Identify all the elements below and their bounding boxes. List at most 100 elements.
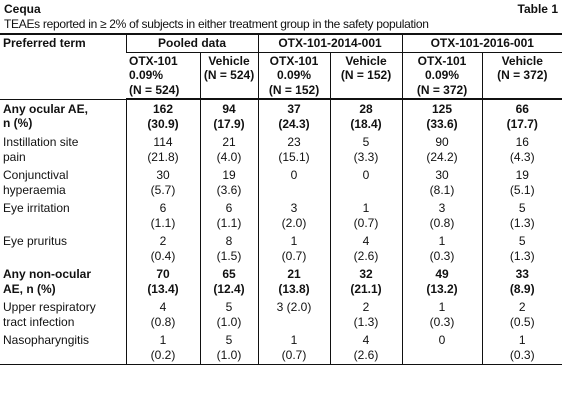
cell-line: 16 [515, 135, 529, 149]
value-cell: 8 (1.5) [199, 232, 259, 265]
data-row: Conjunctival hyperaemia 30 (5.7) 19 (3.6) 0 0 30… [0, 166, 562, 199]
cell-line: (1.5) [216, 248, 242, 263]
cell-line: OTX-101 [129, 53, 178, 68]
cell-line: (0.7) [353, 215, 379, 230]
cell-line: (4.0) [216, 149, 242, 164]
cell-line: 21 [222, 135, 236, 149]
value-cell: 5 (3.3) [329, 133, 403, 166]
value-cell: 0 [329, 166, 403, 199]
cell-line: (0.8) [429, 215, 455, 230]
value-cell: 1 (0.7) [329, 199, 403, 232]
value-cell: 4 (2.6) [329, 232, 403, 265]
cell-line: 23 [287, 135, 301, 149]
cell-line: (30.9) [147, 116, 179, 131]
value-cell: 19 (5.1) [481, 166, 562, 199]
cell-line: (1.3) [509, 215, 535, 230]
term-cell: Any non-ocular AE, n (%) [0, 265, 126, 298]
table-head: Preferred term Pooled data OTX-101-2014-00… [0, 35, 562, 100]
cell-line: 3 (2.0) [276, 300, 312, 314]
cell-line: (24.2) [426, 149, 458, 164]
cell-line: 0 [290, 168, 298, 182]
cell-line: 5 [518, 234, 526, 248]
cell-line: 28 [359, 102, 373, 116]
cell-line: hyperaemia [3, 182, 66, 197]
data-row: Any non-ocular AE, n (%) 70 (13.4) 65 (12.4) 2… [0, 265, 562, 298]
data-row: Upper respiratory tract infection 4 (0.8) 5(… [0, 298, 562, 331]
cell-line: 125 [432, 102, 453, 116]
cell-line: Eye irritation [3, 201, 70, 215]
cell-line: (3.3) [353, 149, 379, 164]
cell-line: tract infection [3, 314, 75, 329]
value-cell: 1 (0.2) [125, 331, 200, 365]
value-cell: 70 (13.4) [125, 265, 200, 298]
sub-header-cell: OTX-101 0.09% (N = 524) [126, 52, 200, 100]
cell-line: 1 [438, 234, 446, 248]
cell-line: Any ocular AE, [3, 101, 88, 116]
cell-line: 0.09% [129, 68, 164, 82]
cell-line: (0.7) [281, 248, 307, 263]
cell-line: Conjunctival [3, 168, 69, 182]
cell-line: 3 [438, 201, 446, 215]
data-row: Instillation site pain 114 (21.8) 21 (4.0) 23(… [0, 133, 562, 166]
cell-line: Vehicle [501, 53, 543, 68]
cell-line: 4 [362, 333, 370, 347]
sub-header-cell: Vehicle (N = 152) [329, 52, 403, 100]
sub-header-cell: OTX-101 0.09% (N = 372) [401, 52, 483, 100]
cell-line: 3 [290, 201, 298, 215]
cell-line: (8.1) [429, 182, 455, 197]
cell-line: (0.3) [429, 314, 455, 329]
cell-line: 30 [156, 168, 170, 182]
cell-line: (21.1) [350, 281, 382, 296]
value-cell: 5 (1.3) [481, 232, 562, 265]
cell-line: 1 [362, 201, 370, 215]
group-header-cell: Preferred term [0, 35, 126, 100]
term-cell: Any ocular AE, n (%) [0, 99, 126, 133]
value-cell: 162 (30.9) [125, 99, 200, 133]
group-header-row: Preferred term Pooled data OTX-101-2014-00… [0, 35, 562, 100]
cell-line: 1 [438, 300, 446, 314]
value-cell: 3 (2.0) [257, 298, 331, 331]
value-cell: 23 (15.1) [257, 133, 331, 166]
cell-line: 94 [222, 102, 236, 116]
value-cell: 32 (21.1) [329, 265, 403, 298]
cell-line: (N = 524) [129, 82, 180, 97]
value-cell: 33 (8.9) [481, 265, 562, 298]
cell-line: 1 [290, 234, 298, 248]
cell-line: (1.3) [509, 248, 535, 263]
cell-line: (1.1) [150, 215, 176, 230]
cell-line: (N = 152) [340, 68, 392, 82]
value-cell: 1 (0.7) [257, 232, 331, 265]
cell-line: (5.1) [509, 182, 535, 197]
cell-line: (0.4) [150, 248, 176, 263]
value-cell: 3 (0.8) [401, 199, 483, 232]
cell-line: (18.4) [350, 116, 382, 131]
cell-line: 30 [435, 168, 449, 182]
cell-line: Nasopharyngitis [3, 333, 90, 347]
cell-line: 4 [362, 234, 370, 248]
term-cell: Upper respiratory tract infection [0, 298, 126, 331]
value-cell: 1 (0.3) [481, 331, 562, 365]
cell-line: (N = 524) [203, 68, 255, 82]
cell-line: (0.7) [281, 347, 307, 362]
value-cell: 1 (0.7) [257, 331, 331, 365]
cell-line: (8.9) [509, 281, 535, 296]
cell-line: 49 [435, 267, 449, 281]
cell-line: Instillation site [3, 135, 79, 149]
cell-line: 19 [515, 168, 529, 182]
value-cell: 28 (18.4) [329, 99, 403, 133]
table-label: Table 1 [517, 2, 558, 16]
cell-line: (17.9) [213, 116, 245, 131]
cell-line: 8 [225, 234, 233, 248]
cell-line: 0.09% [425, 68, 460, 82]
cell-line: 0 [362, 168, 370, 182]
cell-line: 0 [438, 333, 446, 347]
cell-line: 6 [225, 201, 233, 215]
cell-line: (1.3) [353, 314, 379, 329]
cell-line: (0.3) [429, 248, 455, 263]
value-cell: 114 (21.8) [125, 133, 200, 166]
header: Cequa Table 1 [0, 0, 562, 17]
group-header-cell: OTX-101-2014-001 [257, 35, 403, 53]
cell-line: 1 [159, 333, 167, 347]
ae-table: Preferred term Pooled data OTX-101-2014-00… [0, 35, 562, 365]
